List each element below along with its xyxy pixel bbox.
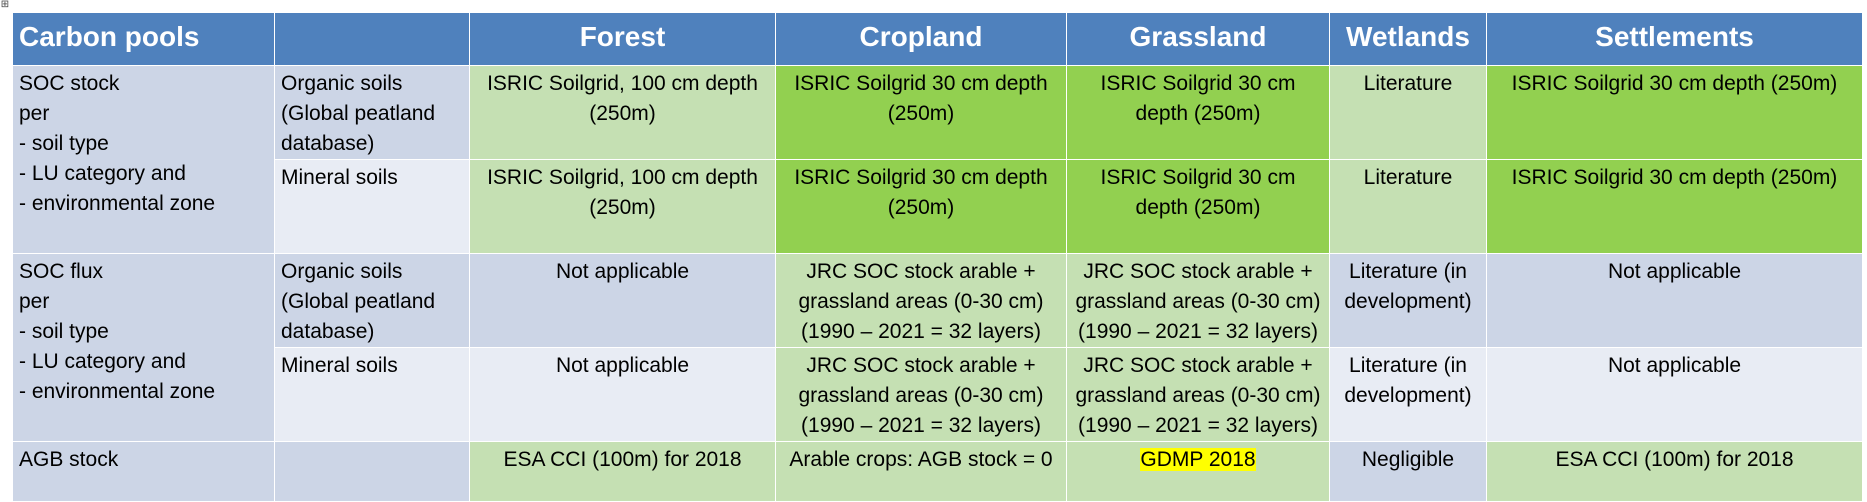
cell-settlements: ESA CCI (100m) for 2018 — [1486, 441, 1863, 502]
pool-soc-stock: SOC stock per - soil type - LU category … — [12, 65, 275, 254]
cell-forest: ISRIC Soilgrid, 100 cm depth (250m) — [469, 65, 776, 160]
pool-soc-flux: SOC flux per - soil type - LU category a… — [12, 253, 275, 442]
cell-settlements: Not applicable — [1486, 253, 1863, 348]
cell-forest: Not applicable — [469, 253, 776, 348]
cell-cropland: JRC SOC stock arable + grassland areas (… — [775, 347, 1067, 442]
cell-forest: ESA CCI (100m) for 2018 — [469, 441, 776, 502]
cell-grassland: GDMP 2018 — [1066, 441, 1330, 502]
cell-settlements: Not applicable — [1486, 347, 1863, 442]
pool-agb-stock: AGB stock — [12, 441, 275, 502]
table-row: Mineral soils Not applicable JRC SOC sto… — [13, 347, 1863, 442]
table-row: Mineral soils ISRIC Soilgrid, 100 cm dep… — [13, 159, 1863, 254]
cell-wetlands: Literature — [1329, 159, 1487, 254]
cell-cropland: ISRIC Soilgrid 30 cm depth (250m) — [775, 65, 1067, 160]
cell-grassland: ISRIC Soilgrid 30 cm depth (250m) — [1066, 159, 1330, 254]
header-wetlands: Wetlands — [1329, 12, 1487, 66]
cell-grassland: JRC SOC stock arable + grassland areas (… — [1066, 347, 1330, 442]
table-row: SOC flux per - soil type - LU category a… — [12, 253, 1863, 442]
soil-type-organic: Organic soils (Global peatland database) — [274, 65, 470, 160]
table-move-handle-icon[interactable]: ⊞ — [0, 0, 10, 10]
header-forest: Forest — [469, 12, 776, 66]
cell-wetlands: Literature (in development) — [1329, 253, 1487, 348]
carbon-pools-table: Carbon pools Forest Cropland Grassland W… — [12, 12, 1863, 502]
table-row: SOC stock per - soil type - LU category … — [12, 65, 1863, 254]
cell-forest: ISRIC Soilgrid, 100 cm depth (250m) — [469, 159, 776, 254]
cell-cropland: ISRIC Soilgrid 30 cm depth (250m) — [775, 159, 1067, 254]
cell-wetlands: Literature — [1329, 65, 1487, 160]
cell-cropland: JRC SOC stock arable + grassland areas (… — [775, 253, 1067, 348]
cell-wetlands: Negligible — [1329, 441, 1487, 502]
header-carbon-pools: Carbon pools — [12, 12, 275, 66]
soil-type-organic: Organic soils (Global peatland database) — [274, 253, 470, 348]
table-row: AGB stock ESA CCI (100m) for 2018 Arable… — [12, 441, 1863, 502]
cell-cropland: Arable crops: AGB stock = 0 — [775, 441, 1067, 502]
soil-type-mineral: Mineral soils — [274, 159, 470, 254]
highlighted-text: GDMP 2018 — [1140, 448, 1256, 471]
cell-forest: Not applicable — [469, 347, 776, 442]
cell-grassland: ISRIC Soilgrid 30 cm depth (250m) — [1066, 65, 1330, 160]
soil-type-empty — [274, 441, 470, 502]
cell-wetlands: Literature (in development) — [1329, 347, 1487, 442]
cell-settlements: ISRIC Soilgrid 30 cm depth (250m) — [1486, 159, 1863, 254]
header-cropland: Cropland — [775, 12, 1067, 66]
header-soil-type — [274, 12, 470, 66]
cell-grassland: JRC SOC stock arable + grassland areas (… — [1066, 253, 1330, 348]
header-settlements: Settlements — [1486, 12, 1863, 66]
soil-type-mineral: Mineral soils — [274, 347, 470, 442]
cell-settlements: ISRIC Soilgrid 30 cm depth (250m) — [1486, 65, 1863, 160]
header-row: Carbon pools Forest Cropland Grassland W… — [12, 12, 1863, 66]
header-grassland: Grassland — [1066, 12, 1330, 66]
